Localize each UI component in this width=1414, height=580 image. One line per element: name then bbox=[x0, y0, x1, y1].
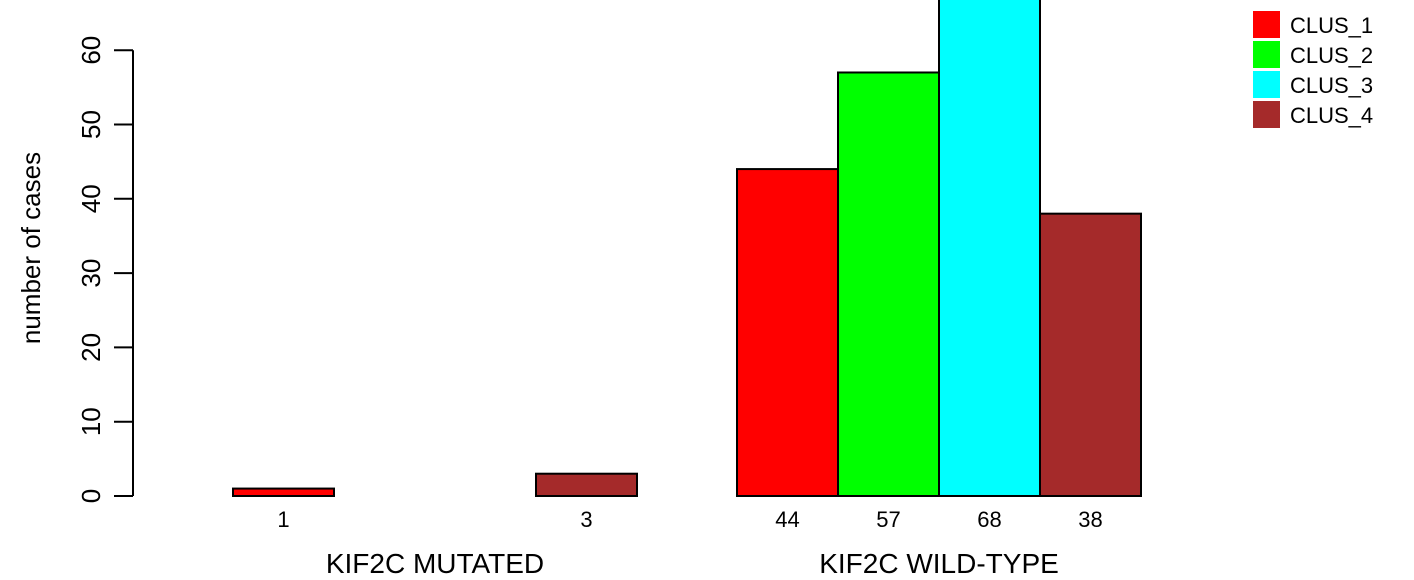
group-label: KIF2C WILD-TYPE bbox=[819, 548, 1059, 579]
bar bbox=[232, 487, 335, 498]
legend-swatch bbox=[1253, 11, 1280, 38]
bar-value-label: 57 bbox=[876, 507, 900, 532]
y-tick-label: 30 bbox=[76, 259, 106, 288]
bar bbox=[837, 71, 940, 498]
bar-value-label: 1 bbox=[277, 507, 289, 532]
bar-value-label: 44 bbox=[775, 507, 799, 532]
y-tick-label: 60 bbox=[76, 36, 106, 65]
legend: CLUS_1 CLUS_2 CLUS_3 CLUS_4 bbox=[1253, 11, 1373, 128]
bar bbox=[736, 168, 839, 498]
bar bbox=[938, 0, 1041, 497]
legend-label: CLUS_3 bbox=[1290, 73, 1373, 98]
legend-label: CLUS_2 bbox=[1290, 43, 1373, 68]
bar-value-label: 3 bbox=[580, 507, 592, 532]
bar-value-label: 38 bbox=[1078, 507, 1102, 532]
bar-value-label: 68 bbox=[977, 507, 1001, 532]
bar bbox=[1039, 212, 1142, 497]
legend-swatch bbox=[1253, 41, 1280, 68]
y-tick-label: 40 bbox=[76, 184, 106, 213]
bar bbox=[535, 472, 638, 497]
y-axis-label: number of cases bbox=[16, 152, 46, 344]
y-tick-label: 0 bbox=[76, 489, 106, 503]
legend-swatch bbox=[1253, 71, 1280, 98]
y-axis: 0 10 20 30 40 50 60 bbox=[76, 36, 134, 503]
legend-label: CLUS_1 bbox=[1290, 13, 1373, 38]
y-tick-label: 10 bbox=[76, 407, 106, 436]
legend-swatch bbox=[1253, 101, 1280, 128]
legend-label: CLUS_4 bbox=[1290, 103, 1373, 128]
y-tick-label: 50 bbox=[76, 110, 106, 139]
group-label: KIF2C MUTATED bbox=[326, 548, 544, 579]
bars: 1 3 KIF2C MUTATED 44 57 68 38 KIF2C WILD-TYPE bbox=[232, 0, 1142, 579]
y-tick-label: 20 bbox=[76, 333, 106, 362]
